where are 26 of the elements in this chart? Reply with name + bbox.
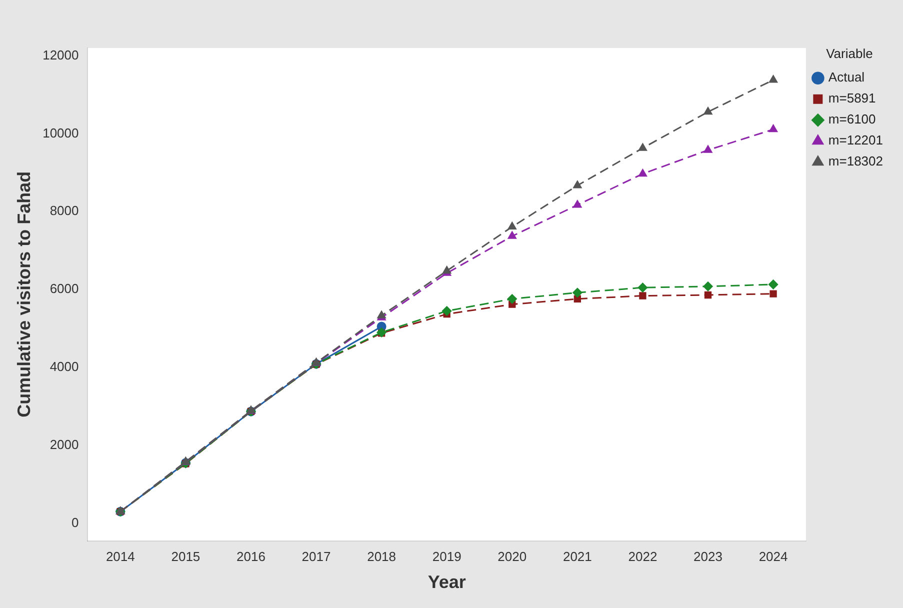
x-tick-label: 2015	[171, 549, 200, 564]
x-tick-label: 2021	[562, 549, 592, 564]
legend-label: m=5891	[828, 90, 876, 106]
y-tick-label: 12000	[42, 47, 79, 62]
x-tick-label: 2020	[498, 549, 527, 564]
y-axis-title: Cumulative visitors to Fahad	[14, 171, 34, 418]
legend-label: Actual	[828, 70, 865, 85]
x-tick-label: 2023	[694, 549, 722, 564]
x-tick-label: 2018	[367, 549, 396, 564]
legend-label: m=12201	[828, 132, 884, 148]
y-tick-label: 8000	[50, 203, 79, 218]
legend-title: Variable	[826, 46, 873, 62]
y-tick-label: 4000	[50, 359, 79, 374]
x-tick-label: 2017	[302, 549, 331, 564]
y-tick-label: 10000	[42, 125, 79, 140]
y-tick-label: 0	[72, 514, 79, 530]
x-axis-title: Year	[428, 572, 466, 592]
x-tick-label: 2016	[236, 549, 266, 564]
y-tick-label: 6000	[50, 281, 79, 296]
x-tick-label: 2022	[628, 549, 658, 564]
x-tick-label: 2019	[432, 549, 462, 564]
x-tick-label: 2014	[106, 549, 135, 564]
legend-label: m=6100	[828, 112, 876, 127]
y-tick-label: 2000	[50, 436, 79, 452]
x-tick-label: 2024	[758, 549, 788, 564]
legend-label: m=18302	[828, 154, 884, 169]
